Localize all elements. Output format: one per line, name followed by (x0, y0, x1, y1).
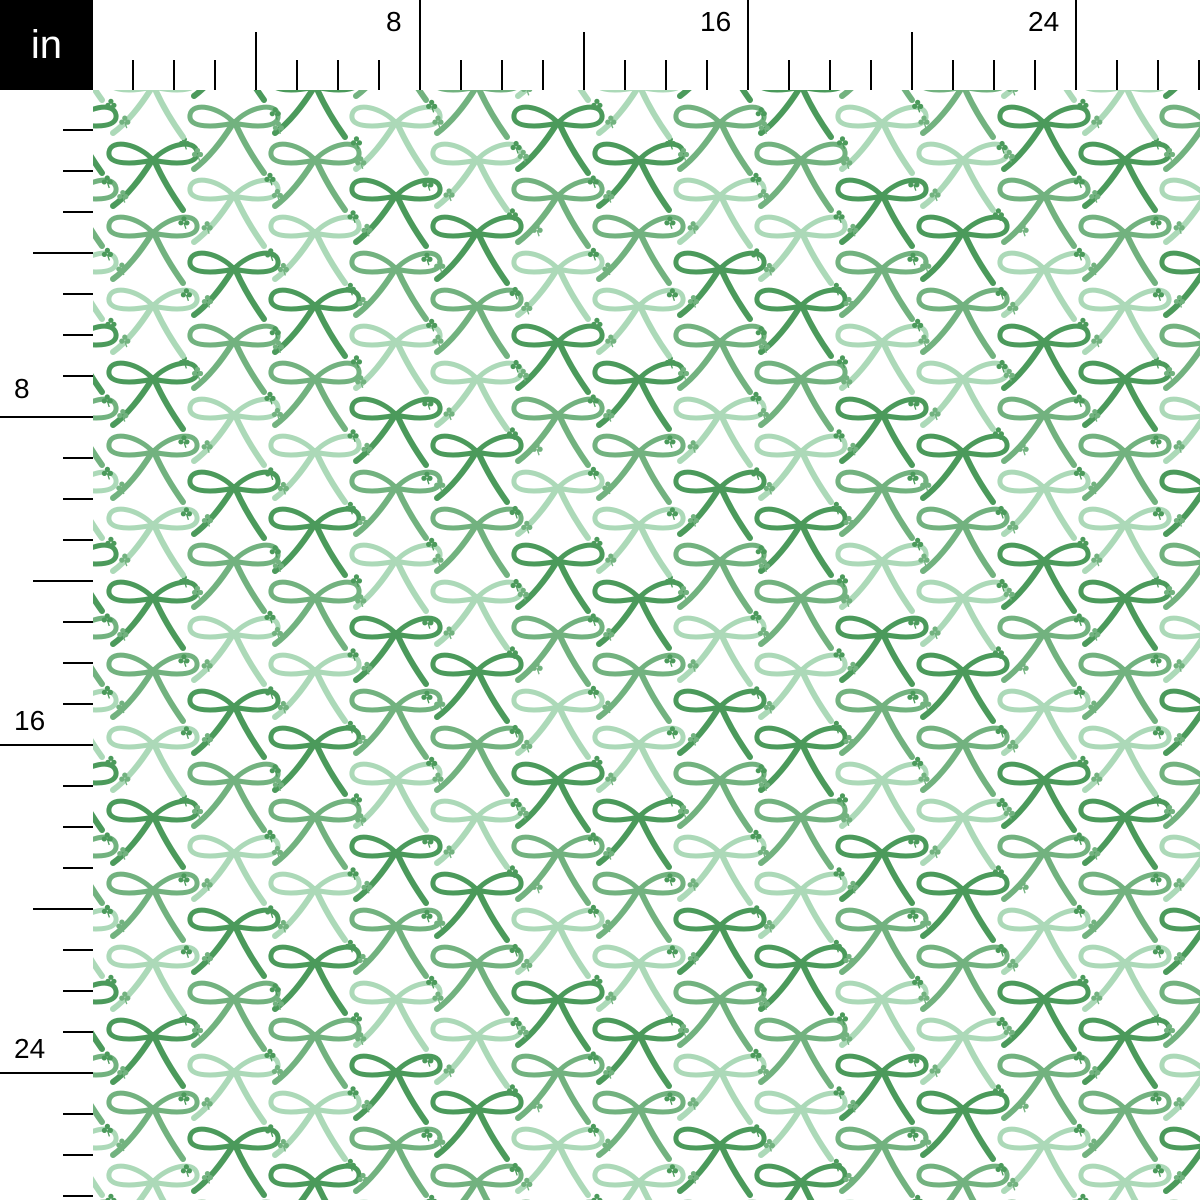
fabric-pattern-preview (93, 90, 1200, 1200)
unit-text: in (30, 22, 63, 67)
unit-label: in (0, 0, 93, 90)
ruler-top-label-24: 24 (1028, 6, 1060, 37)
ruler-top-label-16: 16 (700, 6, 732, 37)
ruler-left-label-8: 8 (14, 373, 30, 404)
bow-pattern-fill (93, 90, 1200, 1200)
bow-pattern (93, 90, 1200, 1200)
ruler-top: 8 16 24 (93, 0, 1200, 90)
ruler-left-label-16: 16 (14, 705, 46, 736)
ruler-top-label-8: 8 (386, 6, 402, 37)
ruler-left: 8 16 24 (0, 90, 93, 1200)
ruler-left-label-24: 24 (14, 1033, 46, 1064)
